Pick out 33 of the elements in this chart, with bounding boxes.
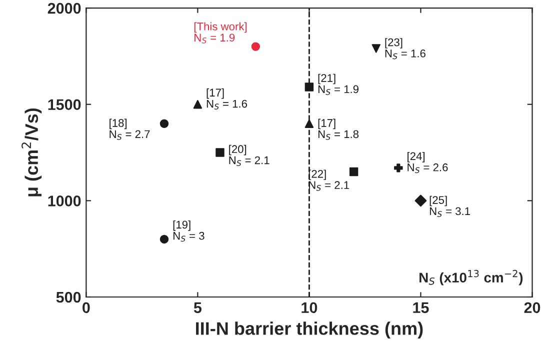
y-tick-label: 1500 bbox=[48, 99, 81, 110]
y-tick-label: 2000 bbox=[48, 2, 81, 14]
point bbox=[372, 44, 380, 53]
annotation: [19] N$_{S}$ = 3 bbox=[173, 220, 204, 242]
y-axis-title: μ (cm$^{2}$/Vs) bbox=[22, 108, 42, 196]
x-tick-label: 10 bbox=[302, 302, 318, 314]
annotation: [23] N$_{S}$ = 1.6 bbox=[385, 38, 426, 60]
point bbox=[160, 234, 169, 244]
annotation: [This work] N$_{S}$ = 1.9 bbox=[194, 22, 247, 44]
point bbox=[251, 42, 260, 51]
x-axis-title: III-N barrier thickness (nm) bbox=[196, 322, 423, 338]
annotation: [21] N$_{S}$ = 1.9 bbox=[318, 74, 358, 95]
annotation: [25] N$_{S}$ = 3.1 bbox=[430, 196, 470, 217]
annotation: [17] N$_{S}$ = 1.8 bbox=[318, 118, 359, 140]
point bbox=[216, 148, 224, 157]
annotation: [17] N$_{S}$ = 1.6 bbox=[206, 88, 248, 110]
x-tick-label: 0 bbox=[82, 302, 90, 314]
x-tick-label: 5 bbox=[194, 302, 202, 314]
point bbox=[414, 194, 427, 207]
point bbox=[193, 100, 202, 109]
point bbox=[304, 119, 314, 128]
y-tick-label: 500 bbox=[56, 292, 81, 303]
annotation: N$_{S}$ (x10$^{13}$ cm$^{−2}$) bbox=[420, 270, 523, 286]
x-tick-label: 20 bbox=[524, 302, 540, 314]
x-tick-label: 15 bbox=[413, 302, 429, 314]
point bbox=[349, 167, 358, 176]
annotation: [20] N$_{S}$ = 2.1 bbox=[229, 144, 270, 166]
annotation: [24] N$_{S}$ = 2.6 bbox=[408, 152, 448, 174]
point bbox=[394, 164, 403, 172]
point bbox=[304, 82, 314, 92]
y-tick-label: 1000 bbox=[48, 196, 81, 206]
point bbox=[160, 119, 169, 128]
annotation: [18] N$_{S}$ = 2.7 bbox=[110, 118, 150, 140]
